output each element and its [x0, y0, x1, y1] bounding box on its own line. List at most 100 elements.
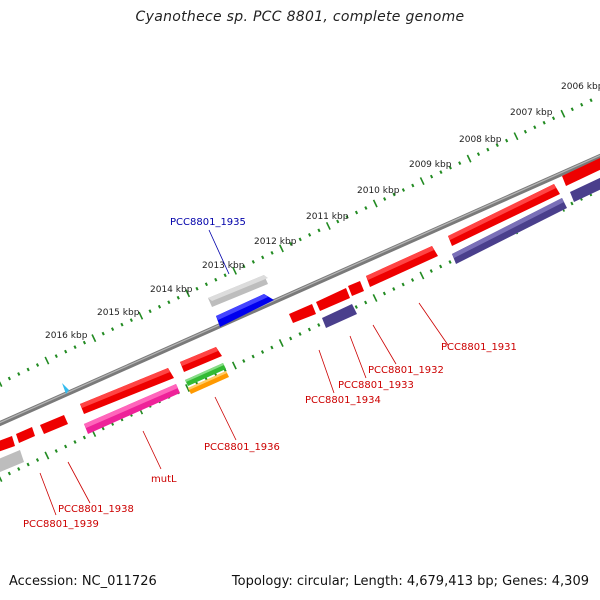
gene-label-1934[interactable]: PCC8801_1934	[305, 395, 381, 406]
gene-gray-left[interactable]	[0, 450, 24, 472]
outer-major-tick	[232, 266, 237, 275]
outer-minor-tick	[364, 206, 368, 210]
outer-ruler-ticks	[0, 98, 593, 387]
inner-major-tick	[372, 294, 378, 302]
outer-minor-tick	[26, 367, 30, 372]
genome-title: Cyanothece sp. PCC 8801, complete genome	[135, 9, 465, 25]
inner-major-tick	[278, 339, 284, 347]
gene-label-1931[interactable]: PCC8801_1931	[441, 342, 517, 353]
outer-minor-tick	[35, 363, 40, 367]
outer-minor-tick	[223, 273, 227, 278]
outer-minor-tick	[7, 376, 11, 381]
inner-major-tick	[185, 384, 190, 392]
outer-minor-tick	[354, 210, 359, 215]
outer-minor-tick	[589, 98, 593, 103]
ruler-label-2006: 2006 kbp	[561, 82, 600, 92]
inner-minor-tick	[401, 282, 405, 287]
outer-major-tick	[91, 334, 97, 343]
outer-minor-tick	[429, 174, 434, 179]
gene-red-upper-2[interactable]	[80, 368, 174, 414]
inner-minor-tick	[392, 287, 396, 291]
inner-minor-tick	[307, 327, 311, 332]
callout-line-1939	[39, 472, 57, 516]
inner-major-tick	[44, 451, 50, 460]
outer-minor-tick	[270, 250, 274, 255]
outer-minor-tick	[64, 349, 68, 354]
outer-minor-tick	[317, 228, 321, 233]
gene-red-right-2[interactable]	[316, 288, 350, 311]
gene-navy-3[interactable]	[570, 176, 600, 202]
outer-major-tick	[185, 289, 191, 298]
callout-line-mutl	[142, 430, 162, 470]
inner-minor-tick	[289, 336, 293, 341]
gene-label-1933[interactable]: PCC8801_1933	[338, 380, 414, 391]
gene-red-left-3[interactable]	[0, 436, 15, 452]
inner-minor-tick	[82, 435, 86, 440]
gene-red-left-1[interactable]	[40, 415, 68, 434]
gene-pcc8801-1935-blue[interactable]	[216, 294, 274, 327]
outer-minor-tick	[110, 327, 115, 332]
outer-minor-tick	[392, 192, 396, 197]
ruler-labels: 2006 kbp 2007 kbp 2008 kbp 2009 kbp 2010…	[45, 82, 600, 341]
outer-major-tick	[419, 177, 425, 186]
callout-line-1933	[349, 335, 367, 379]
gene-label-1935[interactable]: PCC8801_1935	[170, 217, 246, 228]
genome-backbone	[0, 153, 600, 427]
gene-red-right-5[interactable]	[448, 184, 560, 246]
inner-minor-tick	[439, 264, 443, 269]
outer-minor-tick	[157, 304, 162, 309]
gene-red-upper-1[interactable]	[180, 347, 222, 372]
ruler-label-2016: 2016 kbp	[45, 331, 88, 341]
inner-minor-tick	[410, 278, 415, 282]
inner-minor-tick	[54, 449, 58, 453]
inner-minor-tick	[101, 426, 105, 431]
outer-minor-tick	[251, 259, 255, 264]
gene-label-mutl[interactable]: mutL	[151, 474, 177, 485]
callout-line-1938	[67, 461, 91, 504]
outer-major-tick	[138, 311, 144, 320]
outer-minor-tick	[439, 170, 443, 174]
outer-minor-tick	[214, 277, 218, 282]
gene-label-1932[interactable]: PCC8801_1932	[368, 365, 444, 376]
gene-label-1936[interactable]: PCC8801_1936	[204, 442, 280, 453]
gene-label-1938[interactable]: PCC8801_1938	[58, 504, 134, 515]
inner-minor-tick	[570, 201, 574, 206]
inner-minor-tick	[73, 440, 77, 444]
gene-pcc8801-1935-upper[interactable]	[208, 275, 268, 307]
genome-summary-text: Topology: circular; Length: 4,679,413 bp…	[231, 574, 589, 589]
gene-red-right-6[interactable]	[562, 158, 600, 186]
gene-label-1939[interactable]: PCC8801_1939	[23, 519, 99, 530]
outer-minor-tick	[120, 322, 124, 327]
outer-major-tick	[513, 132, 519, 141]
inner-minor-tick	[429, 269, 433, 273]
outer-major-tick	[325, 221, 331, 230]
inner-minor-tick	[317, 323, 321, 327]
inner-major-tick	[0, 476, 3, 482]
inner-major-tick	[231, 361, 237, 370]
inner-minor-tick	[270, 345, 274, 350]
gene-pcc8801-1936-green[interactable]	[185, 363, 226, 386]
outer-minor-tick	[523, 129, 527, 134]
outer-minor-tick	[458, 161, 462, 165]
gene-pcc8801-1936-orange[interactable]	[188, 371, 229, 394]
ruler-label-2012: 2012 kbp	[254, 237, 297, 247]
gene-pcc8801-1931[interactable]	[366, 246, 438, 287]
gene-red-right-1[interactable]	[289, 304, 316, 323]
ruler-label-2015: 2015 kbp	[97, 308, 140, 318]
gene-navy-2[interactable]	[452, 198, 567, 264]
outer-minor-tick	[383, 197, 387, 201]
outer-major-tick	[560, 109, 566, 118]
gene-navy-1[interactable]	[322, 304, 357, 328]
outer-major-tick	[279, 244, 284, 253]
outer-minor-tick	[476, 152, 481, 157]
gene-red-right-3[interactable]	[348, 281, 364, 296]
gene-mutl[interactable]	[84, 384, 180, 434]
gene-red-left-2[interactable]	[16, 427, 35, 443]
ruler-label-2013: 2013 kbp	[202, 261, 245, 271]
outer-minor-tick	[195, 286, 199, 291]
outer-minor-tick	[148, 309, 152, 314]
outer-minor-tick	[204, 282, 208, 287]
outer-major-tick	[0, 381, 3, 387]
callout-line-1931	[418, 302, 449, 346]
